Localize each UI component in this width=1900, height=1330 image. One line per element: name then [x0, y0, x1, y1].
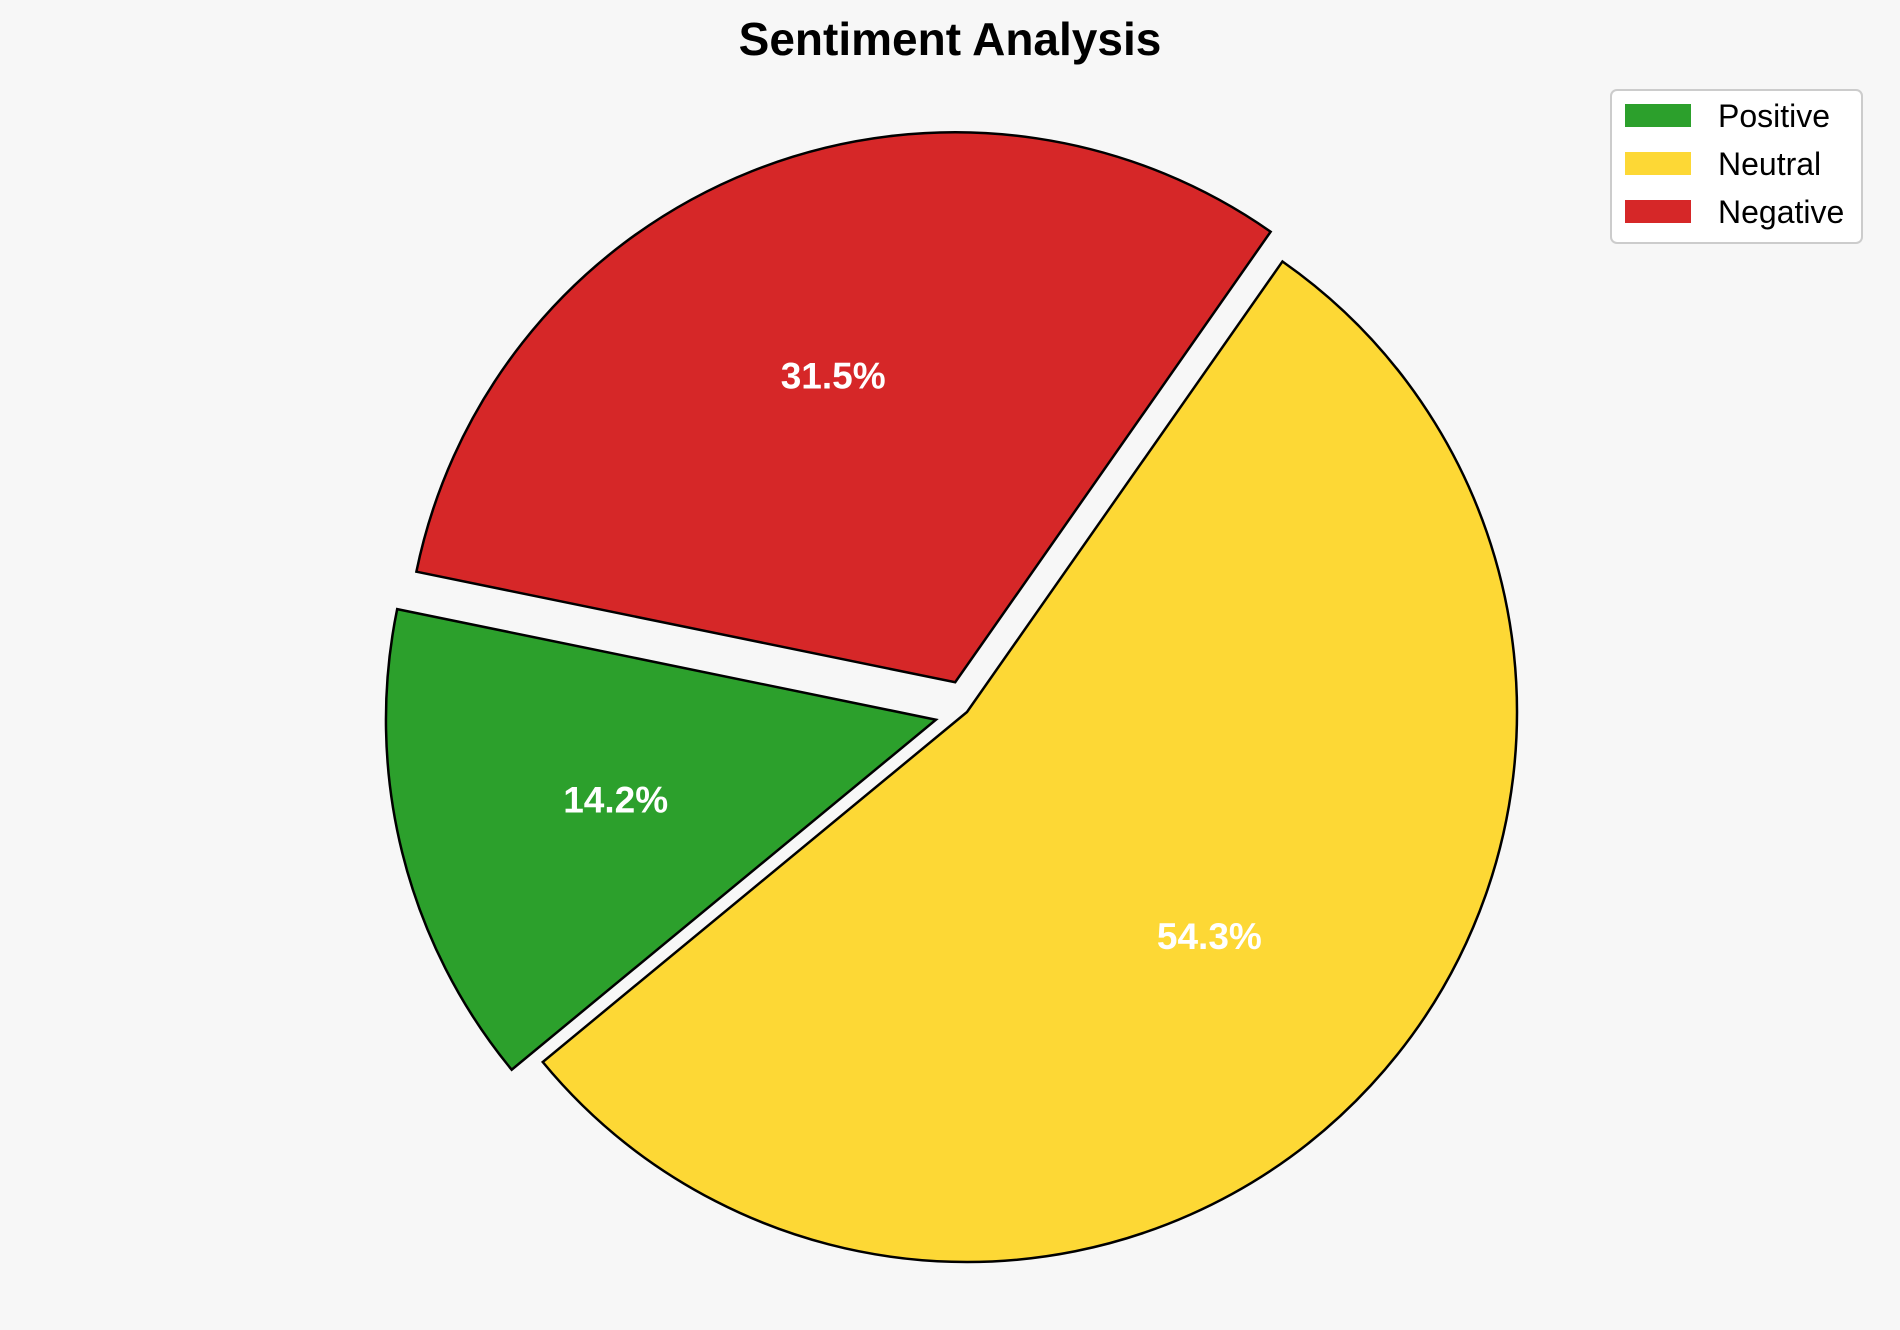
pie-slices [384, 131, 1519, 1264]
pie-slice-positive [384, 607, 939, 1072]
legend-swatch-neutral [1625, 152, 1691, 175]
legend-label-positive: Positive [1718, 98, 1830, 134]
pie-slice-neutral [540, 259, 1519, 1264]
legend-swatch-negative [1625, 200, 1691, 223]
slice-label-positive: 14.2% [563, 779, 668, 820]
legend-label-neutral: Neutral [1718, 146, 1821, 182]
slice-label-negative: 31.5% [781, 356, 886, 397]
legend: Positive Neutral Negative [1610, 89, 1863, 244]
pie-slice-labels: 14.2% 54.3% 31.5% [563, 356, 1262, 957]
slice-label-neutral: 54.3% [1157, 916, 1262, 957]
legend-label-negative: Negative [1718, 194, 1844, 230]
chart-title: Sentiment Analysis [739, 13, 1162, 65]
legend-swatch-positive [1625, 104, 1691, 127]
pie-slice-negative [414, 131, 1273, 684]
